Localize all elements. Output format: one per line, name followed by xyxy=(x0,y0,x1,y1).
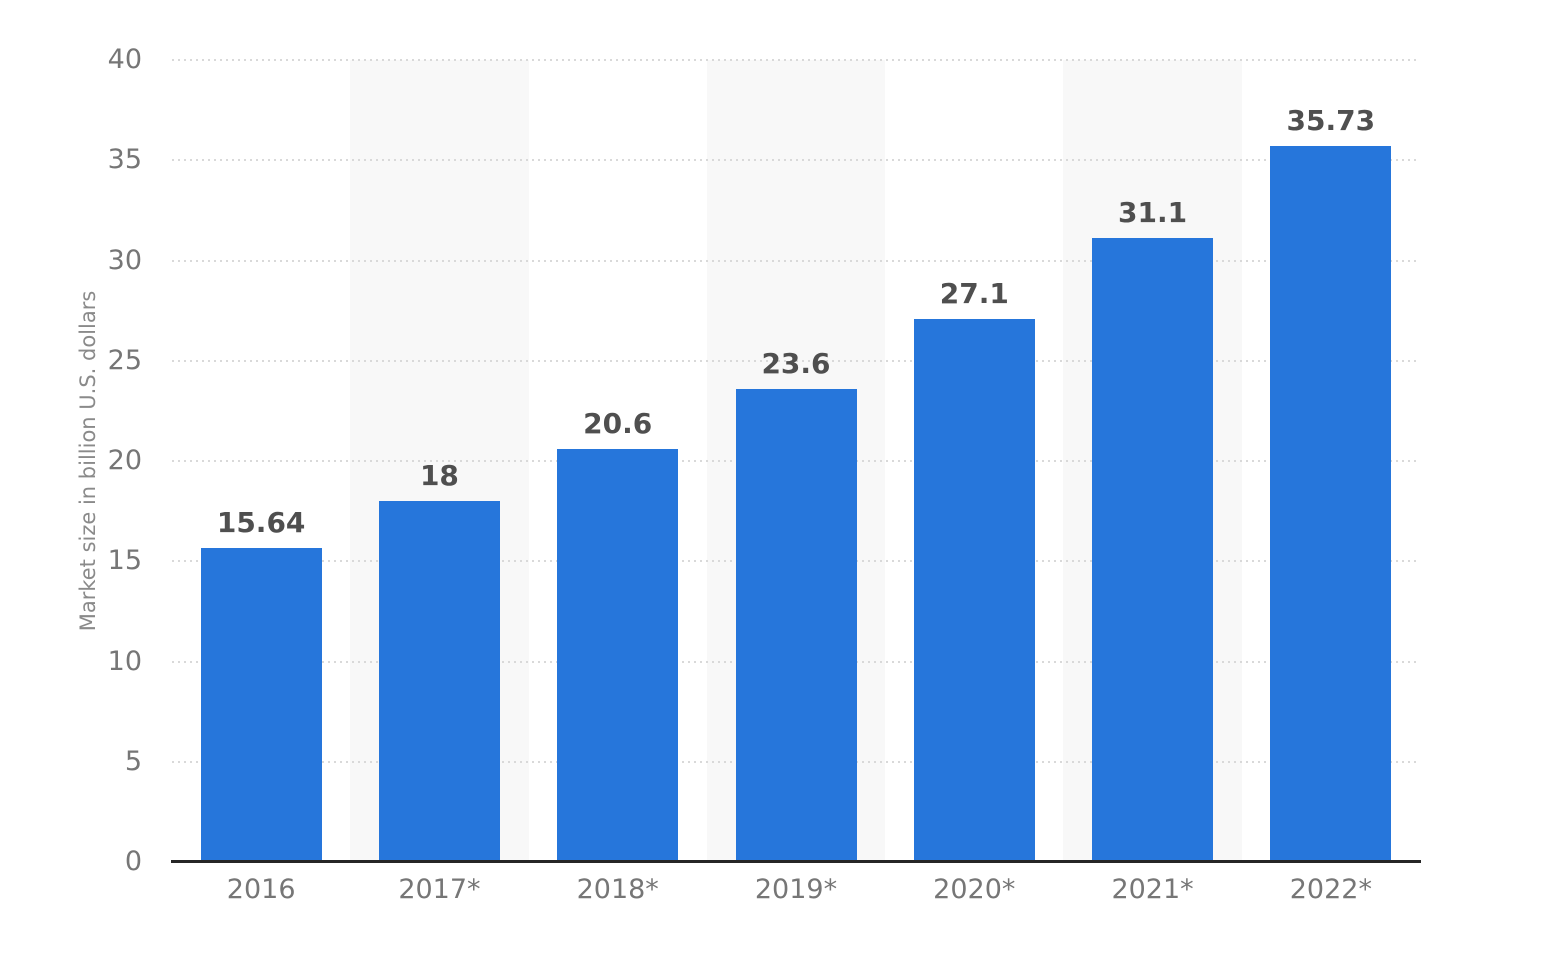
gridline xyxy=(172,159,1420,162)
x-axis-label: 2021* xyxy=(1111,874,1194,905)
bar[interactable] xyxy=(1270,145,1392,862)
y-tick-label: 15 xyxy=(107,545,142,577)
gridline xyxy=(172,59,1420,61)
y-tick-label: 5 xyxy=(124,745,142,777)
y-tick-label: 10 xyxy=(107,645,142,677)
y-tick-label: 30 xyxy=(107,244,142,276)
y-tick-label: 25 xyxy=(107,344,142,376)
x-axis-label: 2019* xyxy=(754,874,838,905)
bar[interactable] xyxy=(913,318,1035,862)
bar[interactable] xyxy=(378,501,500,862)
bar-value-label: 31.1 xyxy=(1118,196,1188,230)
bar-value-label: 15.64 xyxy=(216,506,306,540)
gridline xyxy=(172,359,1420,362)
bar-value-label: 27.1 xyxy=(939,276,1009,310)
x-axis-label: 2018* xyxy=(576,874,659,905)
x-axis-label: 2017* xyxy=(398,874,481,905)
y-tick-label: 40 xyxy=(107,44,142,75)
bar[interactable] xyxy=(1092,238,1214,862)
x-axis-label: 2020* xyxy=(933,874,1016,905)
y-tick-label: 20 xyxy=(107,445,142,476)
y-tick-label: 35 xyxy=(107,144,142,176)
bar-value-label: 35.73 xyxy=(1286,103,1376,137)
bar[interactable] xyxy=(200,548,322,862)
gridline xyxy=(172,259,1420,262)
x-axis-label: 2022* xyxy=(1289,874,1372,905)
y-tick-label: 0 xyxy=(124,846,142,877)
bar[interactable] xyxy=(735,388,857,862)
bar-value-label: 20.6 xyxy=(583,406,653,440)
bar[interactable] xyxy=(557,448,679,862)
x-axis-line xyxy=(171,860,1421,863)
plot-area xyxy=(172,59,1420,862)
bar-value-label: 23.6 xyxy=(761,346,831,380)
bar-value-label: 18 xyxy=(419,459,459,493)
x-axis-label: 2016 xyxy=(226,874,296,905)
